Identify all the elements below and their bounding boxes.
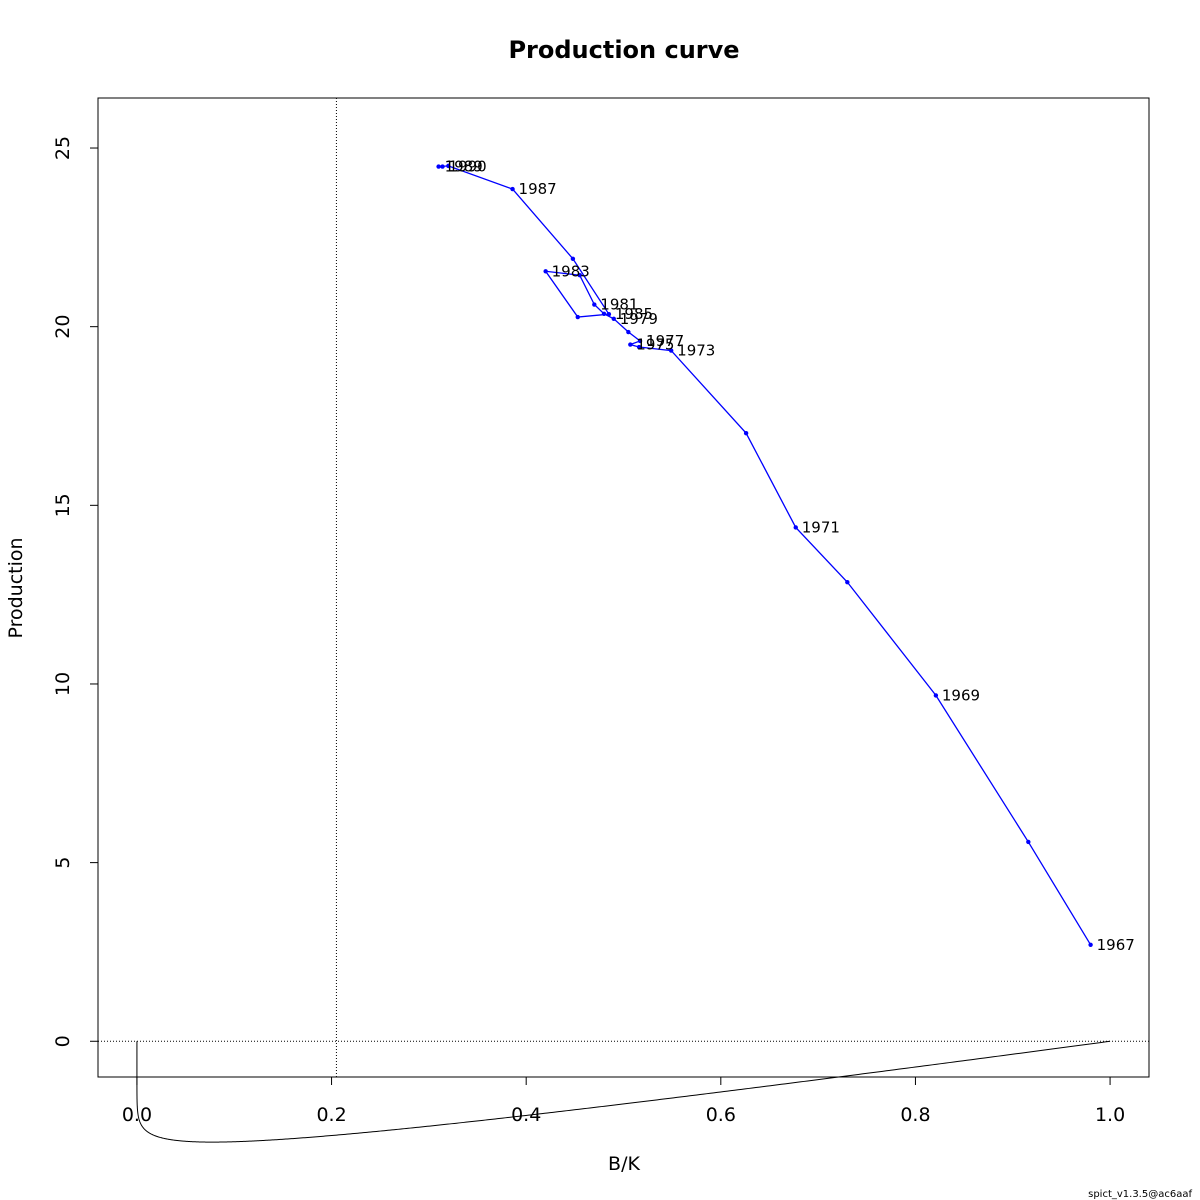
trajectory-point-5 [743,430,749,436]
trajectory-point-6 [668,348,674,353]
year-label-1990: 1990 [448,158,486,176]
x-tick-label-1: 0.2 [316,1104,346,1126]
trajectory-point-8 [628,342,633,347]
trajectory-point-10 [626,329,631,335]
trajectory-point-12 [601,311,607,317]
trajectory-point-4 [793,525,798,530]
trajectory-point-13 [592,302,597,307]
x-tick-label-5: 1.0 [1095,1104,1125,1126]
trajectory-point-22 [440,164,445,169]
x-tick-label-0: 0.0 [122,1104,152,1126]
trajectory-point-2 [933,693,939,698]
year-label-1985: 1985 [615,305,653,323]
x-tick-label-4: 0.8 [900,1104,930,1126]
trajectory-point-11 [611,316,616,322]
trajectory-point-7 [636,344,642,350]
year-label-1973: 1973 [677,342,715,360]
plot-area: 0.0 0.2 0.4 0.6 0.8 1.00510152025196719691971… [52,97,1150,1143]
x-tick-label-3: 0.6 [706,1104,736,1126]
trajectory-point-19 [510,186,515,192]
year-label-1969: 1969 [942,686,980,704]
year-label-1981: 1981 [600,296,638,314]
trajectory-point-15 [543,269,548,274]
trajectory-point-1 [1026,839,1031,845]
year-label-1971: 1971 [802,518,840,536]
x-axis-label: B/K [608,1153,640,1175]
footer-version-label: spict_v1.3.5@ac6aaf [1088,1189,1192,1200]
year-label-1975: 1975 [636,336,674,354]
y-tick-label-2: 10 [52,672,74,696]
year-label-1987: 1987 [519,180,557,198]
year-label-1989: 1989 [445,158,483,176]
y-tick-label-3: 15 [52,493,74,517]
trajectory-line [438,165,1092,946]
chart-title: Production curve [508,36,739,64]
trajectory-point-17 [606,311,612,317]
trajectory-point-3 [845,579,850,585]
trajectory-point-14 [577,273,582,278]
y-tick-label-1: 5 [52,857,74,869]
plot-frame [97,97,1150,1078]
year-label-1979: 1979 [620,310,658,328]
y-tick-label-5: 25 [52,136,74,160]
production-curve [136,1040,1111,1143]
trajectory-point-18 [570,256,576,261]
y-tick-label-0: 0 [52,1035,74,1047]
trajectory-point-9 [637,338,643,344]
trajectory-point-21 [436,164,441,169]
trajectory-point-20 [446,163,451,169]
trajectory-point-16 [575,314,580,320]
y-tick-label-4: 20 [52,315,74,339]
trajectory-point-0 [1088,942,1093,947]
year-label-1983: 1983 [552,262,590,280]
year-label-1967: 1967 [1097,936,1135,954]
year-label-1977: 1977 [646,332,684,350]
y-axis-label: Production [5,537,27,638]
